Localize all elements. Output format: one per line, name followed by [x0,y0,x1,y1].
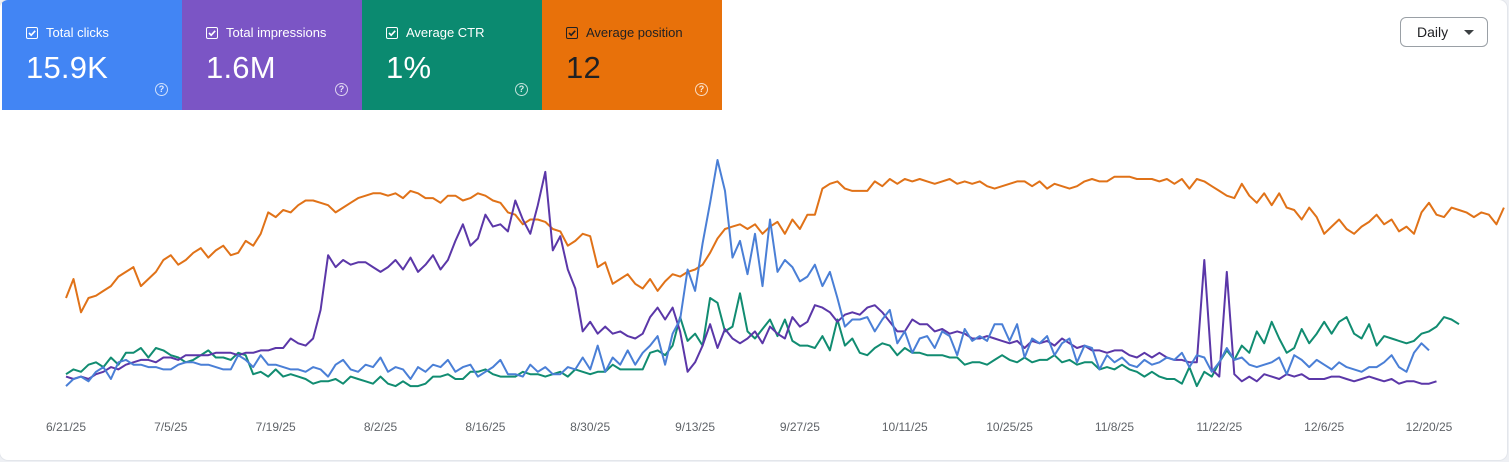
x-tick-label: 8/30/25 [570,420,610,434]
checkbox-icon[interactable] [566,26,578,39]
metric-card-impressions[interactable]: Total impressions 1.6M ? [182,0,362,110]
x-tick-label: 6/21/25 [46,420,86,434]
x-tick-label: 12/20/25 [1406,420,1453,434]
metric-label: Total clicks [46,25,109,40]
x-tick-label: 9/27/25 [780,420,820,434]
series-line-total-impressions [65,170,1437,385]
x-tick-label: 9/13/25 [675,420,715,434]
x-tick-label: 10/11/25 [882,420,928,434]
series-line-average-ctr [65,292,1460,388]
metric-value: 12 [566,50,601,85]
x-tick-label: 11/22/25 [1196,420,1242,434]
help-circle-icon[interactable]: ? [155,83,168,96]
metric-value: 15.9K [26,50,109,85]
help-circle-icon[interactable]: ? [695,83,708,96]
granularity-dropdown[interactable]: Daily [1400,17,1488,47]
x-tick-label: 8/16/25 [465,420,505,434]
metric-value: 1.6M [206,50,276,85]
series-line-average-position [65,175,1505,314]
help-circle-icon[interactable]: ? [515,83,528,96]
checkbox-icon[interactable] [386,26,398,39]
checkbox-icon[interactable] [206,26,218,39]
x-tick-label: 11/8/25 [1095,420,1134,434]
x-tick-label: 10/25/25 [986,420,1033,434]
dropdown-label: Daily [1417,24,1449,40]
metric-value: 1% [386,50,432,85]
x-tick-label: 7/5/25 [154,420,188,434]
checkbox-icon[interactable] [26,26,38,39]
help-circle-icon[interactable]: ? [335,83,348,96]
x-tick-label: 8/2/25 [364,420,398,434]
metric-card-position[interactable]: Average position 12 ? [542,0,722,110]
x-tick-label: 12/6/25 [1304,420,1344,434]
metric-card-clicks[interactable]: Total clicks 15.9K ? [2,0,182,110]
metric-card-ctr[interactable]: Average CTR 1% ? [362,0,542,110]
metric-label: Average CTR [406,25,485,40]
x-tick-label: 7/19/25 [256,420,296,434]
metric-label: Total impressions [226,25,327,40]
caret-down-icon [1464,29,1475,35]
series-line-total-clicks [65,159,1430,387]
metric-label: Average position [586,25,683,40]
